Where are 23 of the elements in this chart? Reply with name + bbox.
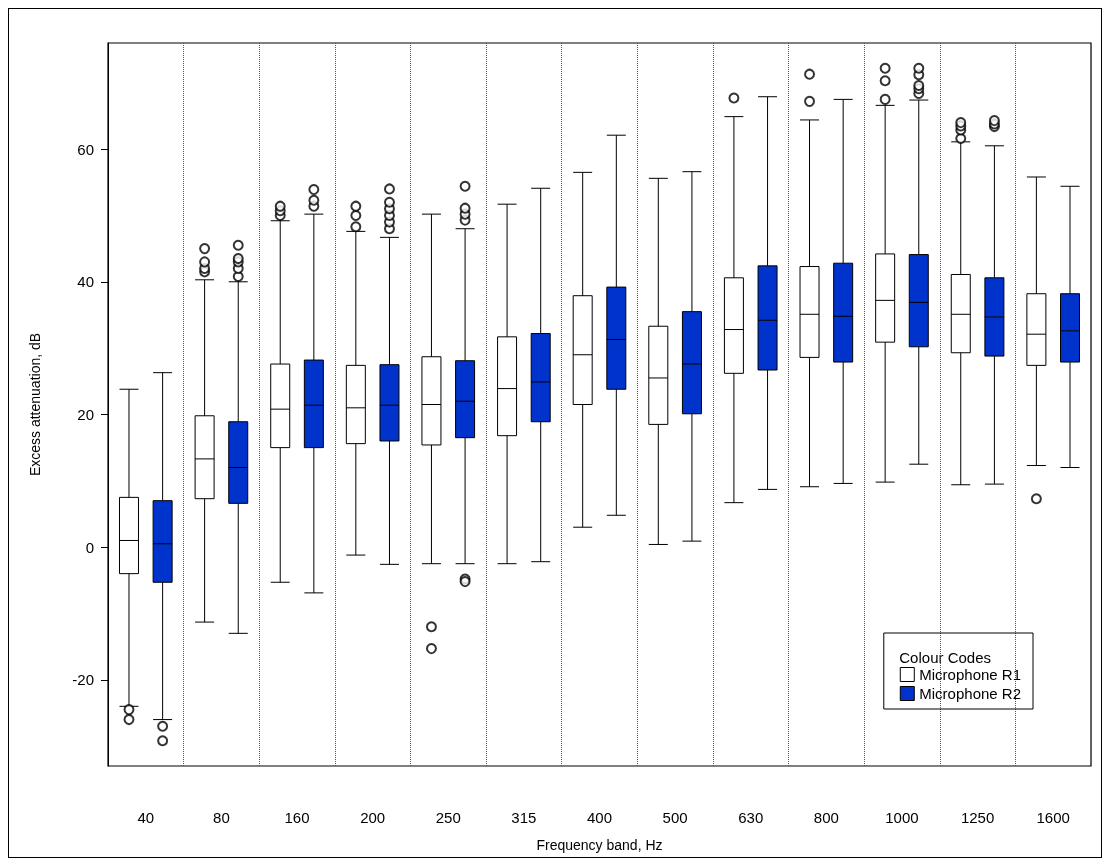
x-tick-label: 160 [284, 809, 310, 826]
x-tick-label: 250 [435, 809, 461, 826]
x-tick-label: 1000 [885, 809, 919, 826]
y-axis-title: Excess attenuation, dB [27, 332, 43, 477]
x-tick-label: 1600 [1036, 809, 1070, 826]
x-axis-title: Frequency band, Hz [536, 837, 663, 853]
legend-label: Microphone R2 [919, 685, 1021, 702]
y-tick-label: 40 [77, 273, 94, 291]
legend-title: Colour Codes [899, 649, 991, 666]
x-tick-label: 200 [360, 809, 386, 826]
y-tick-label: 60 [77, 140, 94, 158]
x-tick-label: 80 [213, 809, 230, 826]
x-tick-label: 40 [137, 809, 155, 826]
x-tick-label: 500 [662, 809, 688, 826]
legend-label: Microphone R1 [919, 666, 1021, 683]
x-tick-label: 315 [511, 809, 537, 826]
y-tick-label: 0 [85, 538, 94, 556]
x-tick-label: 400 [586, 809, 613, 826]
y-tick-label: -20 [72, 671, 94, 689]
x-tick-label: 800 [813, 809, 839, 826]
x-tick-label: 630 [738, 809, 764, 826]
y-tick-label: 20 [77, 405, 94, 423]
x-tick-label: 1250 [960, 809, 995, 826]
